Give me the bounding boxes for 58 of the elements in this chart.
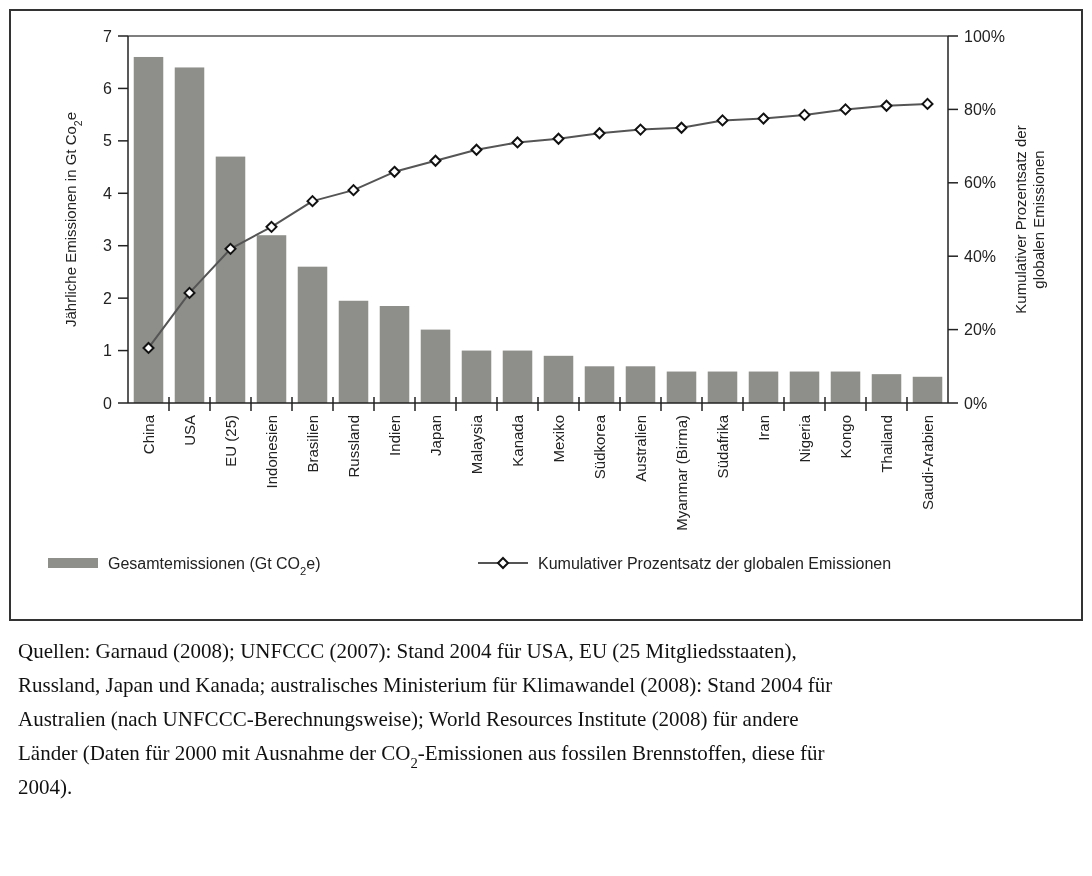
y-tick-label: 3: [103, 237, 113, 255]
y-tick-label: 5: [103, 132, 113, 150]
x-tick-label: Thailand: [877, 415, 895, 473]
y2-tick-label: 60%: [964, 174, 997, 192]
bar: [666, 371, 697, 403]
y-tick-label: 4: [103, 184, 113, 202]
y-tick-label: 7: [103, 27, 113, 45]
bar: [543, 355, 574, 403]
x-tick-label: Saudi-Arabien: [918, 415, 936, 511]
y2-tick-label: 20%: [964, 321, 997, 339]
x-tick-label: Indien: [385, 415, 403, 456]
x-tick-label: Malaysia: [467, 414, 485, 475]
x-tick-label: China: [139, 414, 157, 455]
bar: [338, 300, 369, 403]
x-tick-label: Australien: [631, 415, 649, 482]
x-tick-label: Kongo: [836, 415, 854, 459]
bar: [379, 306, 410, 403]
x-tick-label: Indonesien: [262, 415, 280, 489]
y-tick-label: 1: [103, 342, 113, 360]
x-tick-label: Myanmar (Birma): [672, 415, 690, 531]
x-tick-label: Kanada: [508, 414, 526, 467]
bar: [256, 235, 287, 403]
bar: [133, 56, 164, 403]
bar: [174, 67, 205, 403]
bar: [707, 371, 738, 403]
bar: [420, 329, 451, 403]
y2-axis-title: Kumulativer Prozentsatz der globalen Emissionen: [1012, 125, 1047, 314]
bar: [912, 376, 943, 403]
bar: [830, 371, 861, 403]
bar: [625, 366, 656, 403]
bar: [502, 350, 533, 403]
bar: [215, 156, 246, 403]
bar: [748, 371, 779, 403]
y2-tick-label: 100%: [964, 27, 1005, 45]
x-tick-label: USA: [180, 415, 198, 446]
x-tick-label: Südkorea: [590, 414, 608, 480]
y-tick-label: 2: [103, 289, 113, 307]
bar: [584, 366, 615, 403]
bar: [461, 350, 492, 403]
y-tick-label: 0: [103, 394, 113, 412]
legend-label: Kumulativer Prozentsatz der globalen Emissionen: [538, 554, 892, 572]
x-tick-label: Japan: [426, 415, 444, 456]
x-tick-label: Iran: [754, 415, 772, 441]
x-tick-label: Brasilien: [303, 415, 321, 473]
y-tick-label: 6: [103, 80, 113, 98]
x-tick-label: EU (25): [221, 415, 239, 467]
legend-label: Gesamtemissionen (Gt CO$_{2}$e): [108, 554, 321, 577]
y2-tick-label: 40%: [964, 247, 997, 265]
bar: [297, 266, 328, 403]
x-tick-label: Nigeria: [795, 414, 813, 463]
bar: [789, 371, 820, 403]
y2-tick-label: 80%: [964, 101, 997, 118]
x-tick-label: Mexiko: [549, 415, 567, 463]
x-tick-label: Südafrika: [713, 414, 731, 479]
x-tick-label: Russland: [344, 415, 362, 478]
bar: [871, 374, 902, 403]
y2-tick-label: 0%: [964, 394, 988, 412]
text: Quellen: Garnaud (2008); UNFCCC (2007): Stand 2004 für USA, EU (25 Mitgliedsstaaten), Russland, Japan und Kanada; australisches Ministerium für Klimawandel (2008): Stand 2004 für Australien (nach UNFCCC-Berechnungsweise); World Resources Institute (2008) für andere Länder (Daten für 2000 mit Ausnahme der CO$_{2}$-Emissionen aus fossilen Brennstoffen, diese für 2004).: [18, 639, 833, 799]
